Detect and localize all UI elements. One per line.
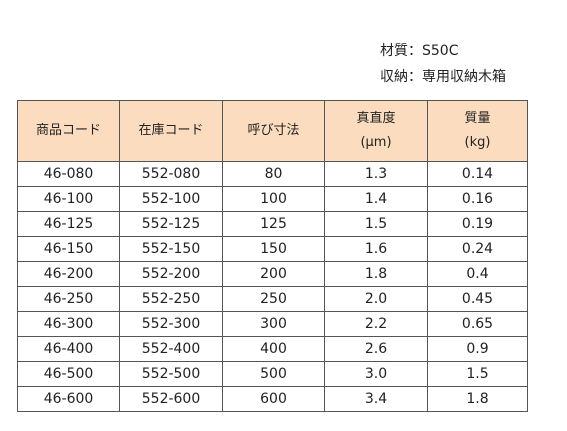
cell-stock-code: 552-150 [119,236,223,262]
cell-product-code: 46-200 [17,261,120,287]
cell-nominal-size: 600 [222,386,325,412]
cell-product-code: 46-150 [17,236,120,262]
cell-straightness: 2.2 [324,311,428,337]
cell-product-code: 46-250 [17,286,120,312]
cell-mass: 0.45 [427,286,528,312]
cell-stock-code: 552-100 [119,186,223,212]
header-straightness-unit: (μm) [360,135,392,150]
header-straightness-label: 真直度 [356,111,396,126]
cell-mass: 0.4 [427,261,528,287]
cell-product-code: 46-600 [17,386,120,412]
cell-mass: 1.5 [427,361,528,387]
cell-straightness: 1.4 [324,186,428,212]
header-mass-unit: (kg) [464,135,491,150]
cell-nominal-size: 300 [222,311,325,337]
cell-nominal-size: 125 [222,211,325,237]
table-header: 商品コード 在庫コード 呼び寸法 真直度 (μm) 質量 (kg) [17,100,528,162]
table-body: 46-080 552-080 80 1.3 0.14 46-100 552-100 100 1.… [17,161,528,412]
spec-notes: 材質：S50C 収納：専用収納木箱 [380,38,550,90]
storage-note: 収納：専用収納木箱 [380,69,506,85]
cell-mass: 0.9 [427,336,528,362]
cell-product-code: 46-300 [17,311,120,337]
cell-stock-code: 552-200 [119,261,223,287]
table-row: 46-500 552-500 500 3.0 1.5 [17,361,528,387]
table-row: 46-080 552-080 80 1.3 0.14 [17,161,528,187]
cell-straightness: 2.0 [324,286,428,312]
header-mass: 質量 (kg) [427,100,528,162]
cell-nominal-size: 100 [222,186,325,212]
cell-mass: 0.24 [427,236,528,262]
cell-nominal-size: 250 [222,286,325,312]
header-product-code: 商品コード [17,100,120,162]
header-straightness: 真直度 (μm) [324,100,428,162]
table-row: 46-250 552-250 250 2.0 0.45 [17,286,528,312]
cell-straightness: 1.6 [324,236,428,262]
cell-stock-code: 552-500 [119,361,223,387]
cell-stock-code: 552-300 [119,311,223,337]
table-row: 46-400 552-400 400 2.6 0.9 [17,336,528,362]
cell-straightness: 1.8 [324,261,428,287]
header-stock-code: 在庫コード [119,100,223,162]
cell-stock-code: 552-250 [119,286,223,312]
cell-straightness: 3.0 [324,361,428,387]
cell-nominal-size: 400 [222,336,325,362]
cell-mass: 0.19 [427,211,528,237]
table-row: 46-100 552-100 100 1.4 0.16 [17,186,528,212]
cell-nominal-size: 200 [222,261,325,287]
cell-stock-code: 552-125 [119,211,223,237]
cell-product-code: 46-080 [17,161,120,187]
table-row: 46-600 552-600 600 3.4 1.8 [17,386,528,412]
cell-stock-code: 552-400 [119,336,223,362]
cell-straightness: 1.3 [324,161,428,187]
cell-stock-code: 552-600 [119,386,223,412]
cell-mass: 0.65 [427,311,528,337]
cell-stock-code: 552-080 [119,161,223,187]
cell-nominal-size: 150 [222,236,325,262]
cell-mass: 0.14 [427,161,528,187]
spec-table: 商品コード 在庫コード 呼び寸法 真直度 (μm) 質量 (kg) 46-080… [17,100,528,412]
header-mass-label: 質量 [464,111,491,126]
cell-product-code: 46-500 [17,361,120,387]
table-row: 46-150 552-150 150 1.6 0.24 [17,236,528,262]
material-note: 材質：S50C [380,43,459,59]
table-row: 46-200 552-200 200 1.8 0.4 [17,261,528,287]
header-nominal-size: 呼び寸法 [222,100,325,162]
cell-nominal-size: 500 [222,361,325,387]
cell-product-code: 46-400 [17,336,120,362]
cell-straightness: 1.5 [324,211,428,237]
header-row: 商品コード 在庫コード 呼び寸法 真直度 (μm) 質量 (kg) [17,100,528,162]
cell-straightness: 3.4 [324,386,428,412]
table-row: 46-300 552-300 300 2.2 0.65 [17,311,528,337]
cell-nominal-size: 80 [222,161,325,187]
cell-product-code: 46-100 [17,186,120,212]
cell-mass: 1.8 [427,386,528,412]
cell-mass: 0.16 [427,186,528,212]
cell-straightness: 2.6 [324,336,428,362]
cell-product-code: 46-125 [17,211,120,237]
table-row: 46-125 552-125 125 1.5 0.19 [17,211,528,237]
